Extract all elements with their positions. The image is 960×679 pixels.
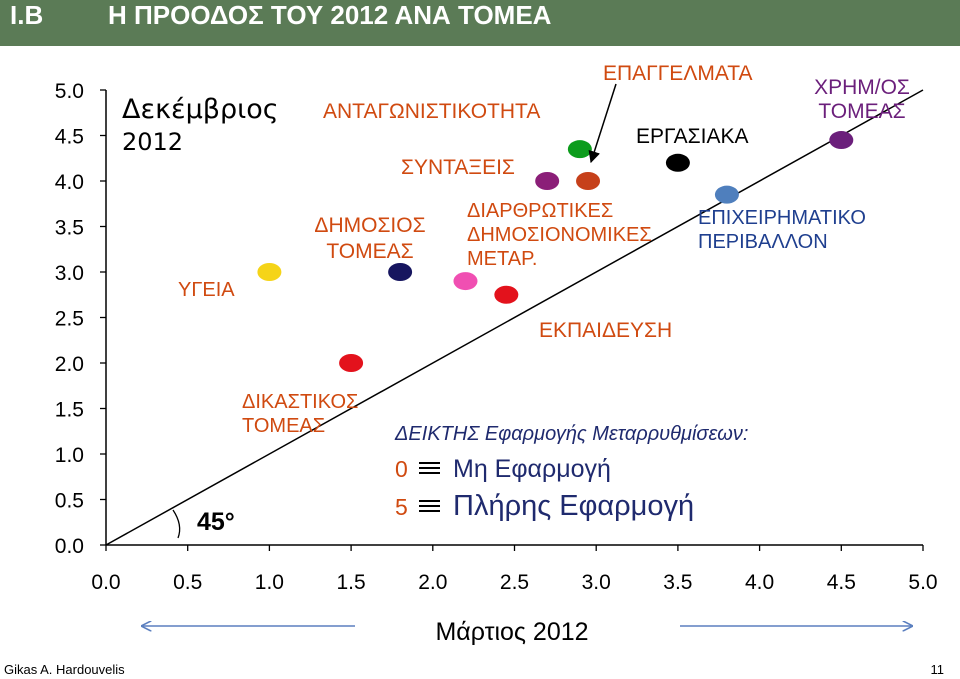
- epaggelmata-arrow: [588, 83, 617, 164]
- axes: [100, 89, 924, 551]
- scatter-point: [453, 272, 478, 291]
- x-tick-label: 5.0: [908, 571, 937, 594]
- identical-to-symbol: [419, 500, 440, 512]
- index-zero-text: Μη Εφαρμογή: [453, 455, 611, 483]
- scatter-point: [714, 185, 739, 204]
- point-annotation: ΥΓΕΙΑ: [178, 279, 235, 301]
- point-annotation: ΤΟΜΕΑΣ: [326, 240, 413, 263]
- x-tick-label: 4.5: [827, 571, 856, 594]
- y-tick-label: 5.0: [55, 80, 84, 103]
- index-five-value: 5: [395, 494, 408, 520]
- scatter-point: [665, 153, 690, 172]
- point-annotation: ΔΙΑΡΘΡΩΤΙΚΕΣ: [467, 200, 613, 222]
- y-tick-label: 1.0: [55, 444, 84, 467]
- y-tick-label: 2.0: [55, 353, 84, 376]
- x-tick-label: 2.5: [500, 571, 529, 594]
- tick-labels: 0.0 0.5 1.0 1.5 2.0 2.5 3.0 3.5 4.0 4.5 5.0 0.0 0.5 1…: [55, 80, 938, 594]
- point-annotation: ΔΗΜΟΣΙΟΝΟΜΙΚΕΣ: [467, 224, 652, 246]
- y-tick-label: 4.5: [55, 126, 84, 149]
- scatter-point: [535, 172, 560, 190]
- index-zero-value: 0: [395, 456, 408, 482]
- x-tick-label: 3.5: [663, 571, 692, 594]
- index-title: ΔΕΙΚΤΗΣ Εφαρμογής Μεταρρυθμίσεων:: [394, 423, 748, 445]
- x-tick-label: 0.0: [91, 571, 120, 594]
- y-tick-label: 0.0: [55, 535, 84, 558]
- point-annotation: ΣΥΝΤΑΞΕΙΣ: [401, 156, 515, 179]
- point-annotation: ΕΚΠΑΙΔΕΥΣΗ: [539, 319, 672, 342]
- x-tick-label: 1.5: [336, 571, 365, 594]
- page-number: 11: [930, 662, 945, 677]
- index-legend: ΔΕΙΚΤΗΣ Εφαρμογής Μεταρρυθμίσεων: 0 Μη Ε…: [394, 423, 748, 522]
- identical-to-symbol: [419, 462, 440, 474]
- point-annotation: ΜΕΤΑΡ.: [467, 248, 537, 270]
- slide-title: Η ΠΡΟΟΔΟΣ ΤΟΥ 2012 ΑΝΑ ΤΟΜΕΑ: [108, 0, 552, 30]
- scatter-point: [576, 172, 601, 190]
- scatter-point: [567, 140, 592, 159]
- index-five-text: Πλήρης Εφαρμογή: [453, 490, 694, 522]
- point-annotation: ΑΝΤΑΓΩΝΙΣΤΙΚΟΤΗΤΑ: [323, 100, 540, 123]
- scatter-point: [829, 131, 854, 150]
- point-annotation: ΕΡΓΑΣΙΑΚΑ: [636, 125, 749, 148]
- x-tick-label: 4.0: [745, 571, 774, 594]
- data-points: [257, 131, 854, 372]
- section-number: I.B: [10, 0, 44, 30]
- angle-arc: [172, 509, 181, 539]
- slide-header: I.B Η ΠΡΟΟΔΟΣ ΤΟΥ 2012 ΑΝΑ ΤΟΜΕΑ: [0, 0, 960, 46]
- y-tick-label: 0.5: [55, 490, 84, 513]
- x-tick-label: 1.0: [255, 571, 284, 594]
- point-annotation: ΤΟΜΕΑΣ: [818, 100, 905, 123]
- point-annotation: ΔΗΜΟΣΙΟΣ: [314, 214, 425, 237]
- point-annotation: ΠΕΡΙΒΑΛΛΟΝ: [698, 231, 828, 253]
- point-annotation: ΧΡΗΜ/ΟΣ: [814, 76, 910, 99]
- y-tick-label: 4.0: [55, 171, 84, 194]
- y-tick-label: 3.5: [55, 217, 84, 240]
- point-annotation: ΔΙΚΑΣΤΙΚΟΣ: [242, 391, 358, 413]
- scatter-point: [339, 354, 364, 372]
- angle-label: 45°: [197, 508, 235, 536]
- scatter-point: [494, 285, 519, 304]
- point-annotation: ΕΠΑΓΓΕΛΜΑΤΑ: [603, 62, 753, 85]
- point-annotations: ΥΓΕΙΑΔΙΚΑΣΤΙΚΟΣΤΟΜΕΑΣΔΗΜΟΣΙΟΣΤΟΜΕΑΣΑΝΤΑΓ…: [178, 62, 910, 437]
- y-date-year: 2012: [122, 128, 184, 156]
- point-annotation: ΤΟΜΕΑΣ: [242, 415, 325, 437]
- y-axis-date-label: Δεκέμβριος 2012: [122, 93, 279, 157]
- point-annotation: ΕΠΙΧΕΙΡΗΜΑΤΙΚΟ: [698, 207, 866, 229]
- scatter-point: [388, 263, 413, 281]
- x-tick-label: 2.0: [418, 571, 447, 594]
- y-tick-label: 1.5: [55, 399, 84, 422]
- x-tick-label: 0.5: [173, 571, 202, 594]
- footer-author: Gikas A. Hardouvelis: [4, 662, 125, 677]
- diagonal-45-line: [105, 89, 924, 546]
- scatter-point: [257, 263, 282, 281]
- x-axis-date-label: Μάρτιος 2012: [435, 618, 588, 646]
- x-tick-label: 3.0: [582, 571, 611, 594]
- y-date-month: Δεκέμβριος: [122, 94, 279, 125]
- y-tick-label: 2.5: [55, 308, 84, 331]
- y-tick-label: 3.0: [55, 262, 84, 285]
